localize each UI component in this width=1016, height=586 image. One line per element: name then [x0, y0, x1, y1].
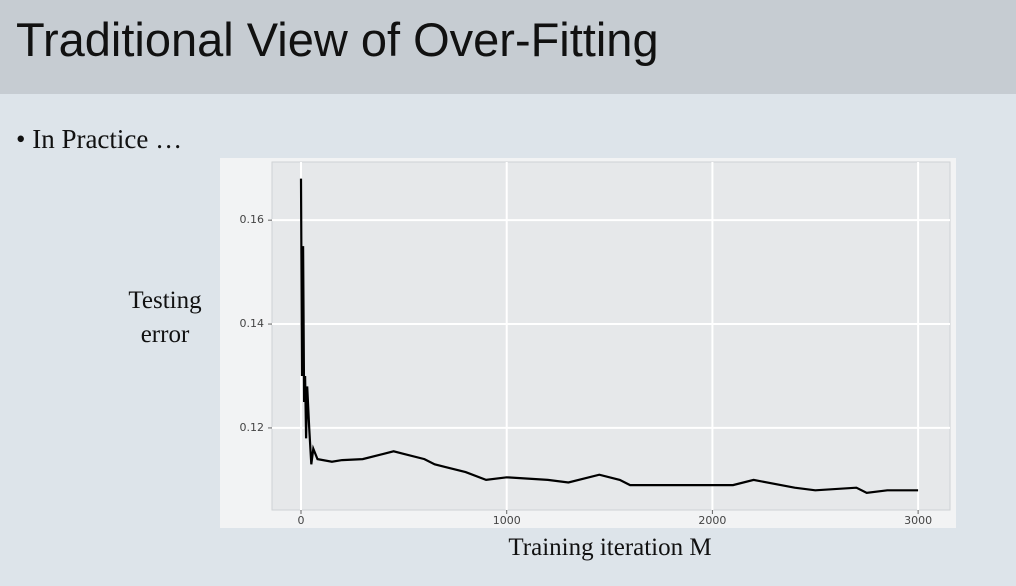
plot-area: [271, 161, 951, 511]
y-tick-label: 0.12: [240, 421, 265, 434]
slide-title: Traditional View of Over-Fitting: [16, 13, 659, 66]
y-tick-label: 0.16: [240, 213, 265, 226]
bullet: • In Practice …: [16, 124, 183, 154]
y-tick-label: 0.14: [240, 317, 265, 330]
x-tick-label: 0: [298, 514, 305, 527]
x-tick-label: 2000: [698, 514, 726, 527]
y-axis-label: Testing error: [128, 287, 202, 348]
x-tick-label: 1000: [493, 514, 521, 527]
x-axis-label: Training iteration M: [508, 534, 712, 561]
title-bar: [0, 0, 1016, 94]
error-line: [299, 178, 919, 495]
x-tick-label: 3000: [904, 514, 932, 527]
